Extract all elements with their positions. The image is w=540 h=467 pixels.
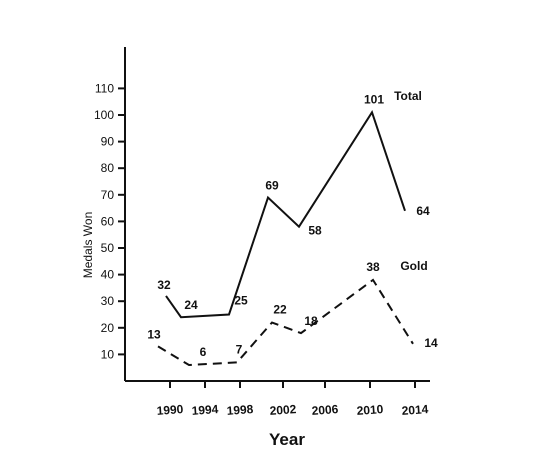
- x-tick-label: 2010: [356, 402, 384, 418]
- y-tick-label: 60: [101, 214, 115, 228]
- series-labels: Total Gold: [394, 89, 428, 273]
- series-line-total: [165, 109, 406, 319]
- series-label-gold: Gold: [400, 259, 427, 273]
- data-label-total: 64: [416, 204, 430, 218]
- data-label-total: 69: [265, 178, 279, 192]
- y-tick-label: 30: [101, 294, 115, 308]
- series-line-gold: [157, 278, 414, 367]
- data-label-gold: 7: [236, 342, 243, 356]
- x-tick-label: 1990: [156, 402, 184, 418]
- data-label-gold: 22: [273, 302, 287, 316]
- data-label-total: 24: [184, 298, 198, 312]
- x-tick-label: 1994: [191, 402, 219, 418]
- x-axis-title: Year: [269, 430, 305, 449]
- y-tick-label: 70: [101, 188, 115, 202]
- y-tick-label: 90: [101, 135, 115, 149]
- data-label-gold: 13: [147, 327, 161, 341]
- data-labels: 32 24 25 69 58 101 64 13 6 7 22 18 38 14: [147, 92, 438, 359]
- x-tick-label: 2014: [401, 402, 429, 418]
- data-label-total: 32: [157, 278, 171, 292]
- x-tick-label: 2006: [311, 402, 339, 418]
- y-axis-title: Medals Won: [81, 212, 95, 278]
- y-tick-label: 110: [95, 81, 114, 95]
- data-label-gold: 38: [366, 260, 380, 274]
- axes: [124, 47, 430, 382]
- y-tick-label: 50: [101, 241, 115, 255]
- y-tick-label: 40: [101, 268, 115, 282]
- data-label-gold: 14: [424, 336, 438, 350]
- y-tick-label: 10: [101, 347, 115, 361]
- data-label-total: 101: [364, 92, 384, 106]
- data-label-total: 25: [234, 294, 248, 308]
- data-label-gold: 18: [304, 314, 318, 328]
- y-tick-label: 80: [101, 161, 115, 175]
- y-tick-label: 20: [101, 321, 115, 335]
- data-label-total: 58: [308, 224, 322, 238]
- series-lines: [157, 109, 414, 367]
- x-tick-label: 2002: [269, 402, 297, 418]
- x-ticks: 1990 1994 1998 2002 2006 2010 2014: [156, 381, 429, 418]
- y-ticks: 10 20 30 40 50 60 70 80 90 100 110: [94, 81, 125, 361]
- x-tick-label: 1998: [226, 402, 254, 418]
- y-tick-label: 100: [94, 108, 114, 122]
- data-label-gold: 6: [200, 345, 207, 359]
- series-label-total: Total: [394, 89, 422, 103]
